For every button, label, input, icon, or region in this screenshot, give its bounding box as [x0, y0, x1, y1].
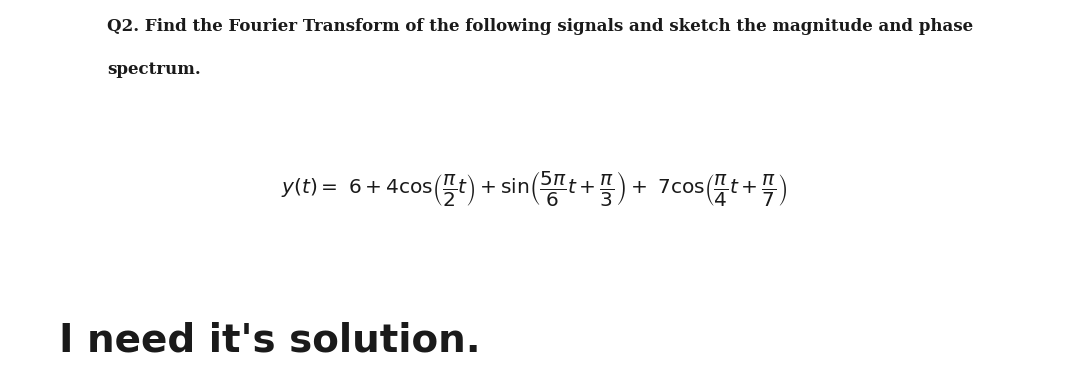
Text: $y(t) = \ 6 + 4\cos\!\left(\dfrac{\pi}{2}t\right) + \sin\!\left(\dfrac{5\pi}{6}t: $y(t) = \ 6 + 4\cos\!\left(\dfrac{\pi}{2… — [281, 169, 788, 208]
Text: I need it's solution.: I need it's solution. — [59, 321, 480, 359]
Text: Q2. Find the Fourier Transform of the following signals and sketch the magnitude: Q2. Find the Fourier Transform of the fo… — [107, 18, 973, 34]
Text: spectrum.: spectrum. — [107, 61, 201, 78]
